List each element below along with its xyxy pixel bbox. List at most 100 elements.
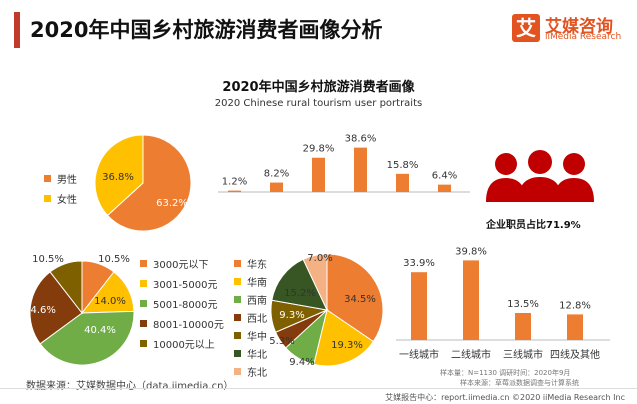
legend-swatch (140, 300, 147, 307)
sample-info: 样本量：N=1130 调研时间：2020年9月 (440, 369, 571, 377)
legend-swatch (140, 340, 147, 347)
legend-swatch (140, 320, 147, 327)
bar-value-label: 13.5% (507, 299, 539, 310)
legend-label: 3000元以下 (153, 260, 209, 271)
legend-label: 华东 (247, 260, 267, 271)
legend-item: 华北 (234, 346, 267, 361)
pie-label-华北: 15.2% (284, 288, 316, 299)
pie-slice-10000元以上 (49, 260, 83, 315)
legend-label: 5001-8000元 (153, 300, 218, 311)
sample-source: 样本来源：草莓派数据调查与计算系统 (460, 379, 579, 387)
legend-label: 女性 (57, 195, 77, 206)
page-title: 2020年中国乡村旅游消费者画像分析 (30, 18, 383, 42)
pie-slice-华南 (313, 309, 375, 367)
legend-item: 西北 (234, 310, 267, 325)
pie-slice-男性 (106, 134, 192, 232)
logo-mark: 艾 (512, 14, 540, 42)
pie-label-3001-5000元: 14.0% (94, 296, 126, 307)
pie-label-华东: 34.5% (344, 294, 376, 305)
pie-label-东北: 7.0% (307, 253, 332, 264)
legend-item: 华南 (234, 274, 267, 289)
footer-divider (0, 388, 637, 389)
bar-5 (438, 184, 451, 192)
legend-swatch (140, 260, 147, 267)
legend-swatch (140, 280, 147, 287)
legend-label: 西北 (247, 314, 267, 325)
bar-0 (228, 190, 241, 192)
bar-value-label: 29.8% (303, 144, 335, 155)
bar-value-label: 6.4% (432, 171, 457, 182)
bar-category-label: 三线城市 (503, 348, 543, 361)
logo-name: 艾媒咨询 (545, 17, 613, 37)
bar-2 (312, 157, 325, 192)
pie-label-西南: 9.4% (289, 357, 314, 368)
legend-label: 西南 (247, 296, 267, 307)
legend-swatch (44, 195, 51, 202)
employee-share-note: 企业职员占比71.9% (486, 220, 581, 231)
legend-swatch (234, 278, 241, 285)
bar-3 (567, 314, 583, 340)
pie-slice-5001-8000元 (39, 310, 135, 366)
pie-slice-华北 (271, 258, 328, 311)
bar-value-label: 15.8% (387, 160, 419, 171)
legend-swatch (234, 368, 241, 375)
pie-label-华南: 19.3% (331, 340, 363, 351)
pie-label-华中: 9.3% (279, 310, 304, 321)
legend-label: 华中 (247, 332, 267, 343)
pie-label-女性: 36.8% (102, 172, 134, 183)
legend-swatch (234, 350, 241, 357)
legend-label: 华北 (247, 350, 267, 361)
legend-item: 男性 (44, 171, 77, 186)
bar-value-label: 8.2% (264, 169, 289, 180)
legend-swatch (234, 314, 241, 321)
data-source: 数据来源：艾媒数据中心（data.iimedia.cn） (26, 381, 234, 392)
legend-label: 华南 (247, 278, 267, 289)
pie-label-西北: 5.3% (269, 336, 294, 347)
pie-label-3000元以下: 10.5% (98, 254, 130, 265)
legend-item: 华中 (234, 328, 267, 343)
bar-value-label: 39.8% (455, 246, 487, 257)
pie-slice-东北 (302, 253, 328, 311)
legend-swatch (44, 175, 51, 182)
legend-item: 华东 (234, 256, 267, 271)
legend-item: 女性 (44, 191, 77, 206)
legend-item: 10000元以上 (140, 336, 215, 351)
legend-item: 东北 (234, 364, 267, 379)
pie-slice-华东 (326, 253, 384, 343)
legend-label: 男性 (57, 175, 77, 186)
bar-0 (411, 272, 427, 340)
legend-swatch (234, 296, 241, 303)
bar-1 (463, 260, 479, 340)
legend-item: 3001-5000元 (140, 276, 218, 291)
bar-3 (354, 147, 367, 192)
bar-value-label: 38.6% (345, 134, 377, 145)
legend-item: 西南 (234, 292, 267, 307)
iimedia-logo: 艾 艾媒咨询 iiMedia Research (512, 12, 628, 48)
legend-label: 3001-5000元 (153, 280, 218, 291)
legend-label: 10000元以上 (153, 340, 215, 351)
pie-label-10000元以上: 10.5% (32, 254, 64, 265)
people-group-icon (484, 150, 596, 202)
pie-label-8001-10000元: 24.6% (24, 305, 56, 316)
legend-item: 3000元以下 (140, 256, 208, 271)
legend-label: 8001-10000元 (153, 320, 224, 331)
bar-category-label: 二线城市 (451, 348, 491, 361)
bar-category-label: 四线及其他 (550, 348, 600, 361)
bar-value-label: 1.2% (222, 177, 247, 188)
title-accent-bar (14, 12, 20, 48)
bar-value-label: 33.9% (403, 258, 435, 269)
bar-category-label: 一线城市 (399, 348, 439, 361)
legend-item: 8001-10000元 (140, 316, 224, 331)
bar-4 (396, 173, 409, 192)
pie-slice-女性 (94, 134, 144, 217)
legend-item: 5001-8000元 (140, 296, 218, 311)
footer-copyright: 艾媒报告中心：report.iimedia.cn ©2020 iiMedia R… (385, 393, 625, 402)
pie-label-男性: 63.2% (156, 198, 188, 209)
bar-value-label: 12.8% (559, 300, 591, 311)
legend-swatch (234, 332, 241, 339)
logo-english: iiMedia Research (545, 32, 622, 42)
legend-label: 东北 (247, 368, 267, 379)
chart-title: 2020年中国乡村旅游消费者画像 (222, 80, 415, 95)
bar-2 (515, 313, 531, 340)
